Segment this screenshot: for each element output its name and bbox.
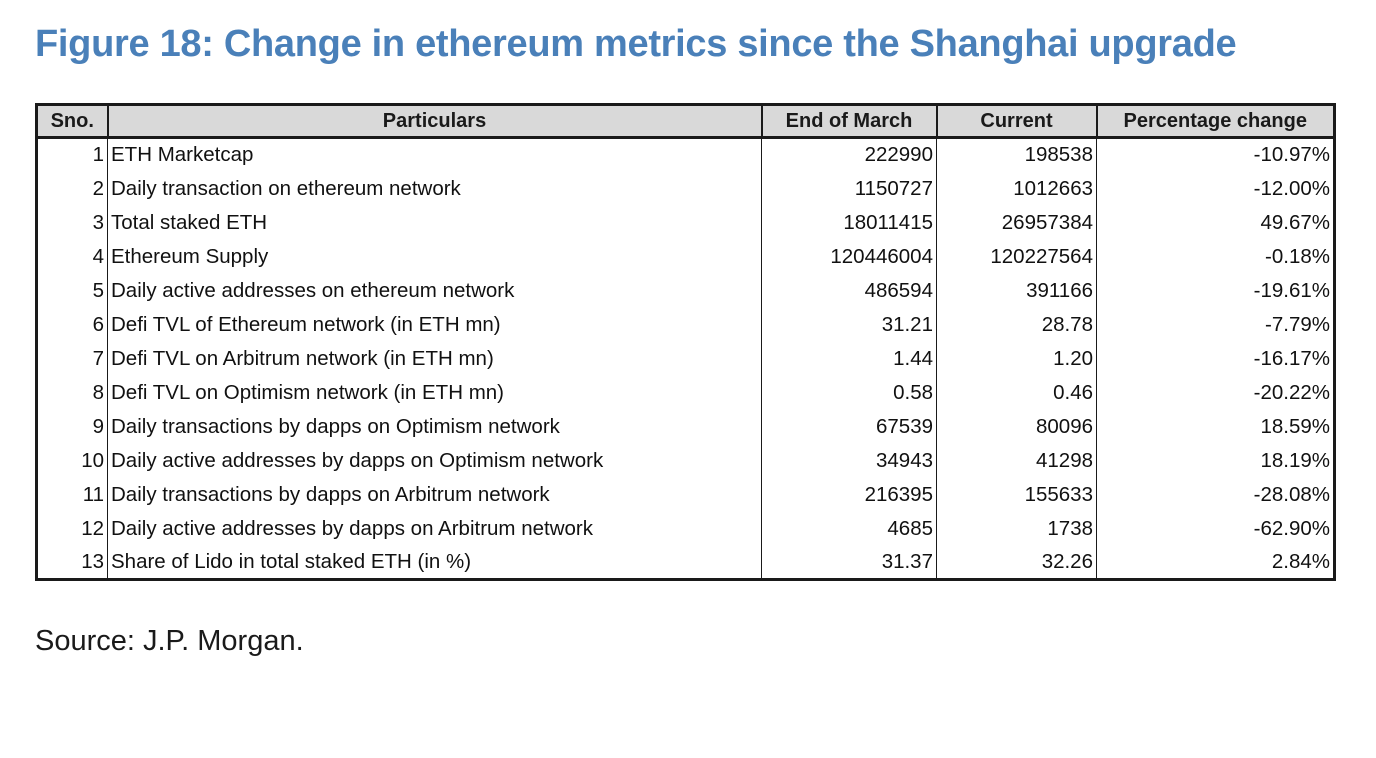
cell-particulars: Daily active addresses by dapps on Arbit… [107, 511, 762, 546]
table-row: 9 Daily transactions by dapps on Optimis… [36, 409, 1335, 444]
cell-end-of-march: 31.37 [761, 545, 937, 580]
column-header-end-of-march: End of March [760, 103, 938, 139]
cell-end-of-march: 0.58 [761, 375, 937, 410]
cell-end-of-march: 1.44 [761, 341, 937, 376]
cell-sno: 9 [36, 409, 108, 444]
cell-sno: 5 [36, 273, 108, 308]
cell-percentage-change: -7.79% [1096, 307, 1335, 342]
table-row: 1 ETH Marketcap 222990 198538 -10.97% [36, 137, 1335, 172]
cell-particulars: Defi TVL on Arbitrum network (in ETH mn) [107, 341, 762, 376]
cell-sno: 3 [36, 205, 108, 240]
cell-sno: 8 [36, 375, 108, 410]
cell-sno: 13 [36, 545, 108, 580]
cell-particulars: Defi TVL on Optimism network (in ETH mn) [107, 375, 762, 410]
figure-title: Figure 18: Change in ethereum metrics si… [35, 23, 1237, 65]
table-row: 11 Daily transactions by dapps on Arbitr… [36, 477, 1335, 512]
table-row: 13 Share of Lido in total staked ETH (in… [36, 545, 1335, 580]
cell-sno: 12 [36, 511, 108, 546]
table-header-row: Sno. Particulars End of March Current Pe… [35, 103, 1336, 139]
cell-sno: 4 [36, 239, 108, 274]
cell-percentage-change: -62.90% [1096, 511, 1335, 546]
cell-sno: 2 [36, 171, 108, 206]
cell-current: 41298 [936, 443, 1097, 478]
column-header-percentage-change: Percentage change [1095, 103, 1336, 139]
cell-current: 26957384 [936, 205, 1097, 240]
cell-current: 391166 [936, 273, 1097, 308]
cell-particulars: Share of Lido in total staked ETH (in %) [107, 545, 762, 580]
cell-end-of-march: 18011415 [761, 205, 937, 240]
table-row: 6 Defi TVL of Ethereum network (in ETH m… [36, 307, 1335, 342]
cell-current: 0.46 [936, 375, 1097, 410]
column-header-current: Current [935, 103, 1098, 139]
cell-current: 120227564 [936, 239, 1097, 274]
cell-percentage-change: -0.18% [1096, 239, 1335, 274]
cell-current: 155633 [936, 477, 1097, 512]
cell-end-of-march: 34943 [761, 443, 937, 478]
column-header-sno: Sno. [35, 103, 109, 139]
column-header-particulars: Particulars [106, 103, 763, 139]
metrics-table: Sno. Particulars End of March Current Pe… [35, 103, 1336, 581]
cell-current: 198538 [936, 137, 1097, 172]
cell-end-of-march: 4685 [761, 511, 937, 546]
cell-particulars: Total staked ETH [107, 205, 762, 240]
cell-particulars: Daily transactions by dapps on Arbitrum … [107, 477, 762, 512]
cell-current: 1738 [936, 511, 1097, 546]
cell-particulars: Daily active addresses by dapps on Optim… [107, 443, 762, 478]
table-row: 5 Daily active addresses on ethereum net… [36, 273, 1335, 308]
cell-current: 1.20 [936, 341, 1097, 376]
table-row: 3 Total staked ETH 18011415 26957384 49.… [36, 205, 1335, 240]
cell-particulars: Daily active addresses on ethereum netwo… [107, 273, 762, 308]
document-page: Figure 18: Change in ethereum metrics si… [35, 23, 1336, 657]
cell-end-of-march: 120446004 [761, 239, 937, 274]
cell-sno: 11 [36, 477, 108, 512]
cell-end-of-march: 1150727 [761, 171, 937, 206]
cell-percentage-change: -10.97% [1096, 137, 1335, 172]
cell-sno: 7 [36, 341, 108, 376]
cell-end-of-march: 67539 [761, 409, 937, 444]
table-row: 12 Daily active addresses by dapps on Ar… [36, 511, 1335, 546]
table-row: 7 Defi TVL on Arbitrum network (in ETH m… [36, 341, 1335, 376]
cell-percentage-change: -12.00% [1096, 171, 1335, 206]
cell-end-of-march: 31.21 [761, 307, 937, 342]
cell-percentage-change: 18.59% [1096, 409, 1335, 444]
cell-percentage-change: 18.19% [1096, 443, 1335, 478]
cell-sno: 1 [36, 137, 108, 172]
cell-end-of-march: 486594 [761, 273, 937, 308]
cell-particulars: Daily transaction on ethereum network [107, 171, 762, 206]
cell-particulars: Daily transactions by dapps on Optimism … [107, 409, 762, 444]
cell-particulars: Defi TVL of Ethereum network (in ETH mn) [107, 307, 762, 342]
cell-percentage-change: -28.08% [1096, 477, 1335, 512]
table-row: 10 Daily active addresses by dapps on Op… [36, 443, 1335, 478]
table-row: 4 Ethereum Supply 120446004 120227564 -0… [36, 239, 1335, 274]
cell-current: 80096 [936, 409, 1097, 444]
cell-percentage-change: 49.67% [1096, 205, 1335, 240]
cell-current: 28.78 [936, 307, 1097, 342]
cell-particulars: Ethereum Supply [107, 239, 762, 274]
cell-percentage-change: -19.61% [1096, 273, 1335, 308]
cell-current: 32.26 [936, 545, 1097, 580]
cell-percentage-change: -20.22% [1096, 375, 1335, 410]
cell-end-of-march: 216395 [761, 477, 937, 512]
table-row: 2 Daily transaction on ethereum network … [36, 171, 1335, 206]
cell-end-of-march: 222990 [761, 137, 937, 172]
cell-percentage-change: -16.17% [1096, 341, 1335, 376]
source-note: Source: J.P. Morgan. [35, 625, 304, 657]
cell-sno: 10 [36, 443, 108, 478]
cell-particulars: ETH Marketcap [107, 137, 762, 172]
cell-sno: 6 [36, 307, 108, 342]
table-row: 8 Defi TVL on Optimism network (in ETH m… [36, 375, 1335, 410]
cell-percentage-change: 2.84% [1096, 545, 1335, 580]
cell-current: 1012663 [936, 171, 1097, 206]
